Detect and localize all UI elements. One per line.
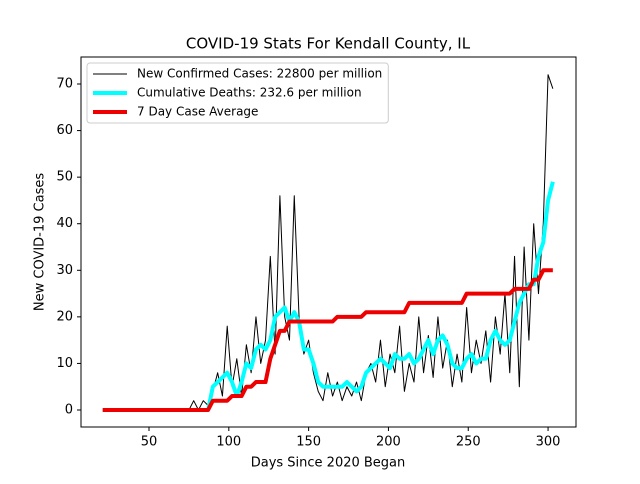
y-tick-label: 70 [56,77,73,92]
y-tick-label: 0 [65,403,73,418]
legend-label: 7 Day Case Average [137,105,258,119]
legend-label: Cumulative Deaths: 232.6 per million [137,86,362,100]
x-tick-label: 300 [536,435,561,450]
x-tick-label: 250 [456,435,481,450]
x-tick-label: 200 [376,435,401,450]
plot-frame [80,56,577,428]
legend-label: New Confirmed Cases: 22800 per million [137,67,382,81]
y-tick-label: 30 [56,263,73,278]
y-tick-label: 10 [56,356,73,371]
chart-title: COVID-19 Stats For Kendall County, IL [186,35,471,53]
y-tick-label: 60 [56,123,73,138]
x-tick-label: 50 [141,435,158,450]
legend: New Confirmed Cases: 22800 per million Cu… [86,62,389,124]
y-tick-label: 40 [56,216,73,231]
y-axis-label: New COVID-19 Cases [33,173,48,311]
legend-box [86,62,389,124]
x-tick-label: 150 [296,435,321,450]
x-axis-label: Days Since 2020 Began [251,456,406,471]
y-tick-label: 50 [56,170,73,185]
x-tick-label: 100 [216,435,241,450]
data-line [102,268,553,413]
y-tick-label: 20 [56,309,73,324]
